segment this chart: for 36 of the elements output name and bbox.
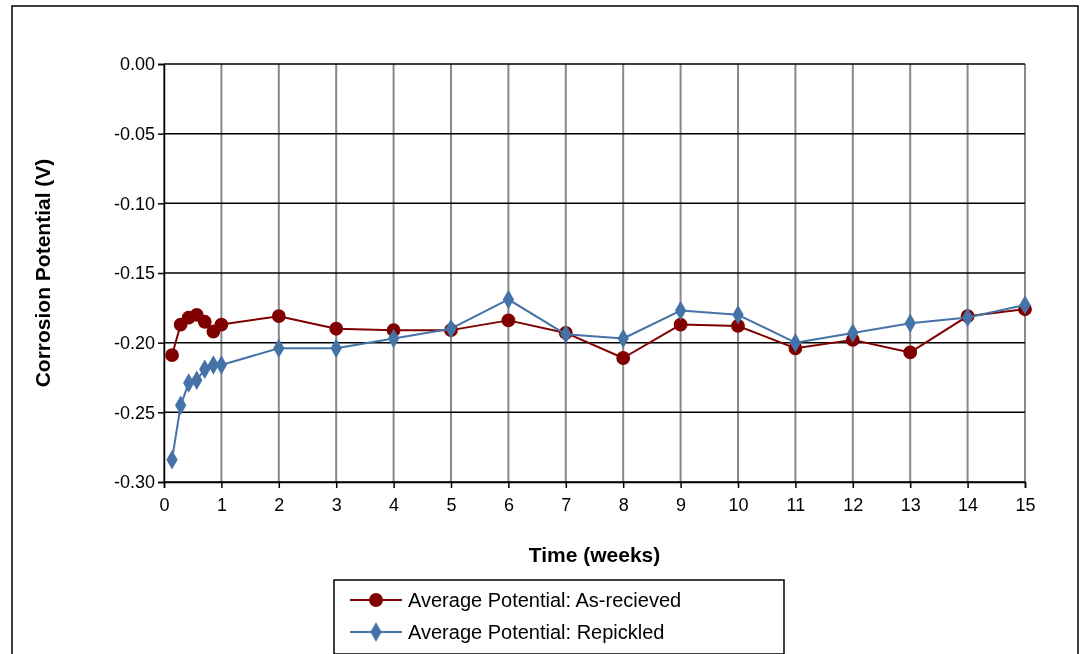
x-tick-label: 0	[159, 494, 170, 515]
y-axis-title: Corrosion Potential (V)	[31, 158, 54, 388]
x-tick-label: 11	[786, 494, 806, 515]
legend-label: Average Potential: As-recieved	[408, 589, 682, 611]
y-tick-label: -0.10	[113, 193, 155, 214]
point	[903, 345, 918, 360]
x-tick-label: 8	[618, 494, 629, 515]
x-tick-label: 12	[843, 494, 864, 515]
legend-label: Average Potential: Repickled	[408, 621, 665, 643]
point	[673, 317, 688, 332]
x-tick-label: 10	[728, 494, 749, 515]
x-tick-label: 1	[216, 494, 227, 515]
y-tick-label: -0.25	[113, 402, 155, 423]
y-tick-label: -0.15	[113, 263, 155, 284]
x-tick-label: 3	[331, 494, 342, 515]
x-tick-label: 14	[958, 494, 979, 515]
point	[501, 313, 516, 328]
x-tick-label: 2	[274, 494, 285, 515]
point	[165, 348, 179, 363]
y-tick-label: 0.00	[119, 54, 155, 75]
x-tick-label: 15	[1015, 494, 1036, 515]
x-tick-label: 9	[676, 494, 687, 515]
point	[214, 317, 229, 332]
x-tick-label: 4	[389, 494, 400, 515]
x-tick-label: 13	[900, 494, 921, 515]
point	[271, 309, 286, 324]
point	[616, 351, 631, 365]
x-axis-title: Time (weeks)	[528, 543, 661, 566]
y-tick-label: -0.20	[113, 332, 155, 353]
x-tick-label: 5	[446, 494, 457, 515]
y-tick-label: -0.30	[113, 472, 155, 493]
x-tick-label: 7	[561, 494, 572, 515]
x-tick-label: 6	[503, 494, 514, 515]
point	[329, 321, 344, 336]
point	[197, 314, 212, 329]
y-tick-label: -0.05	[113, 123, 155, 144]
